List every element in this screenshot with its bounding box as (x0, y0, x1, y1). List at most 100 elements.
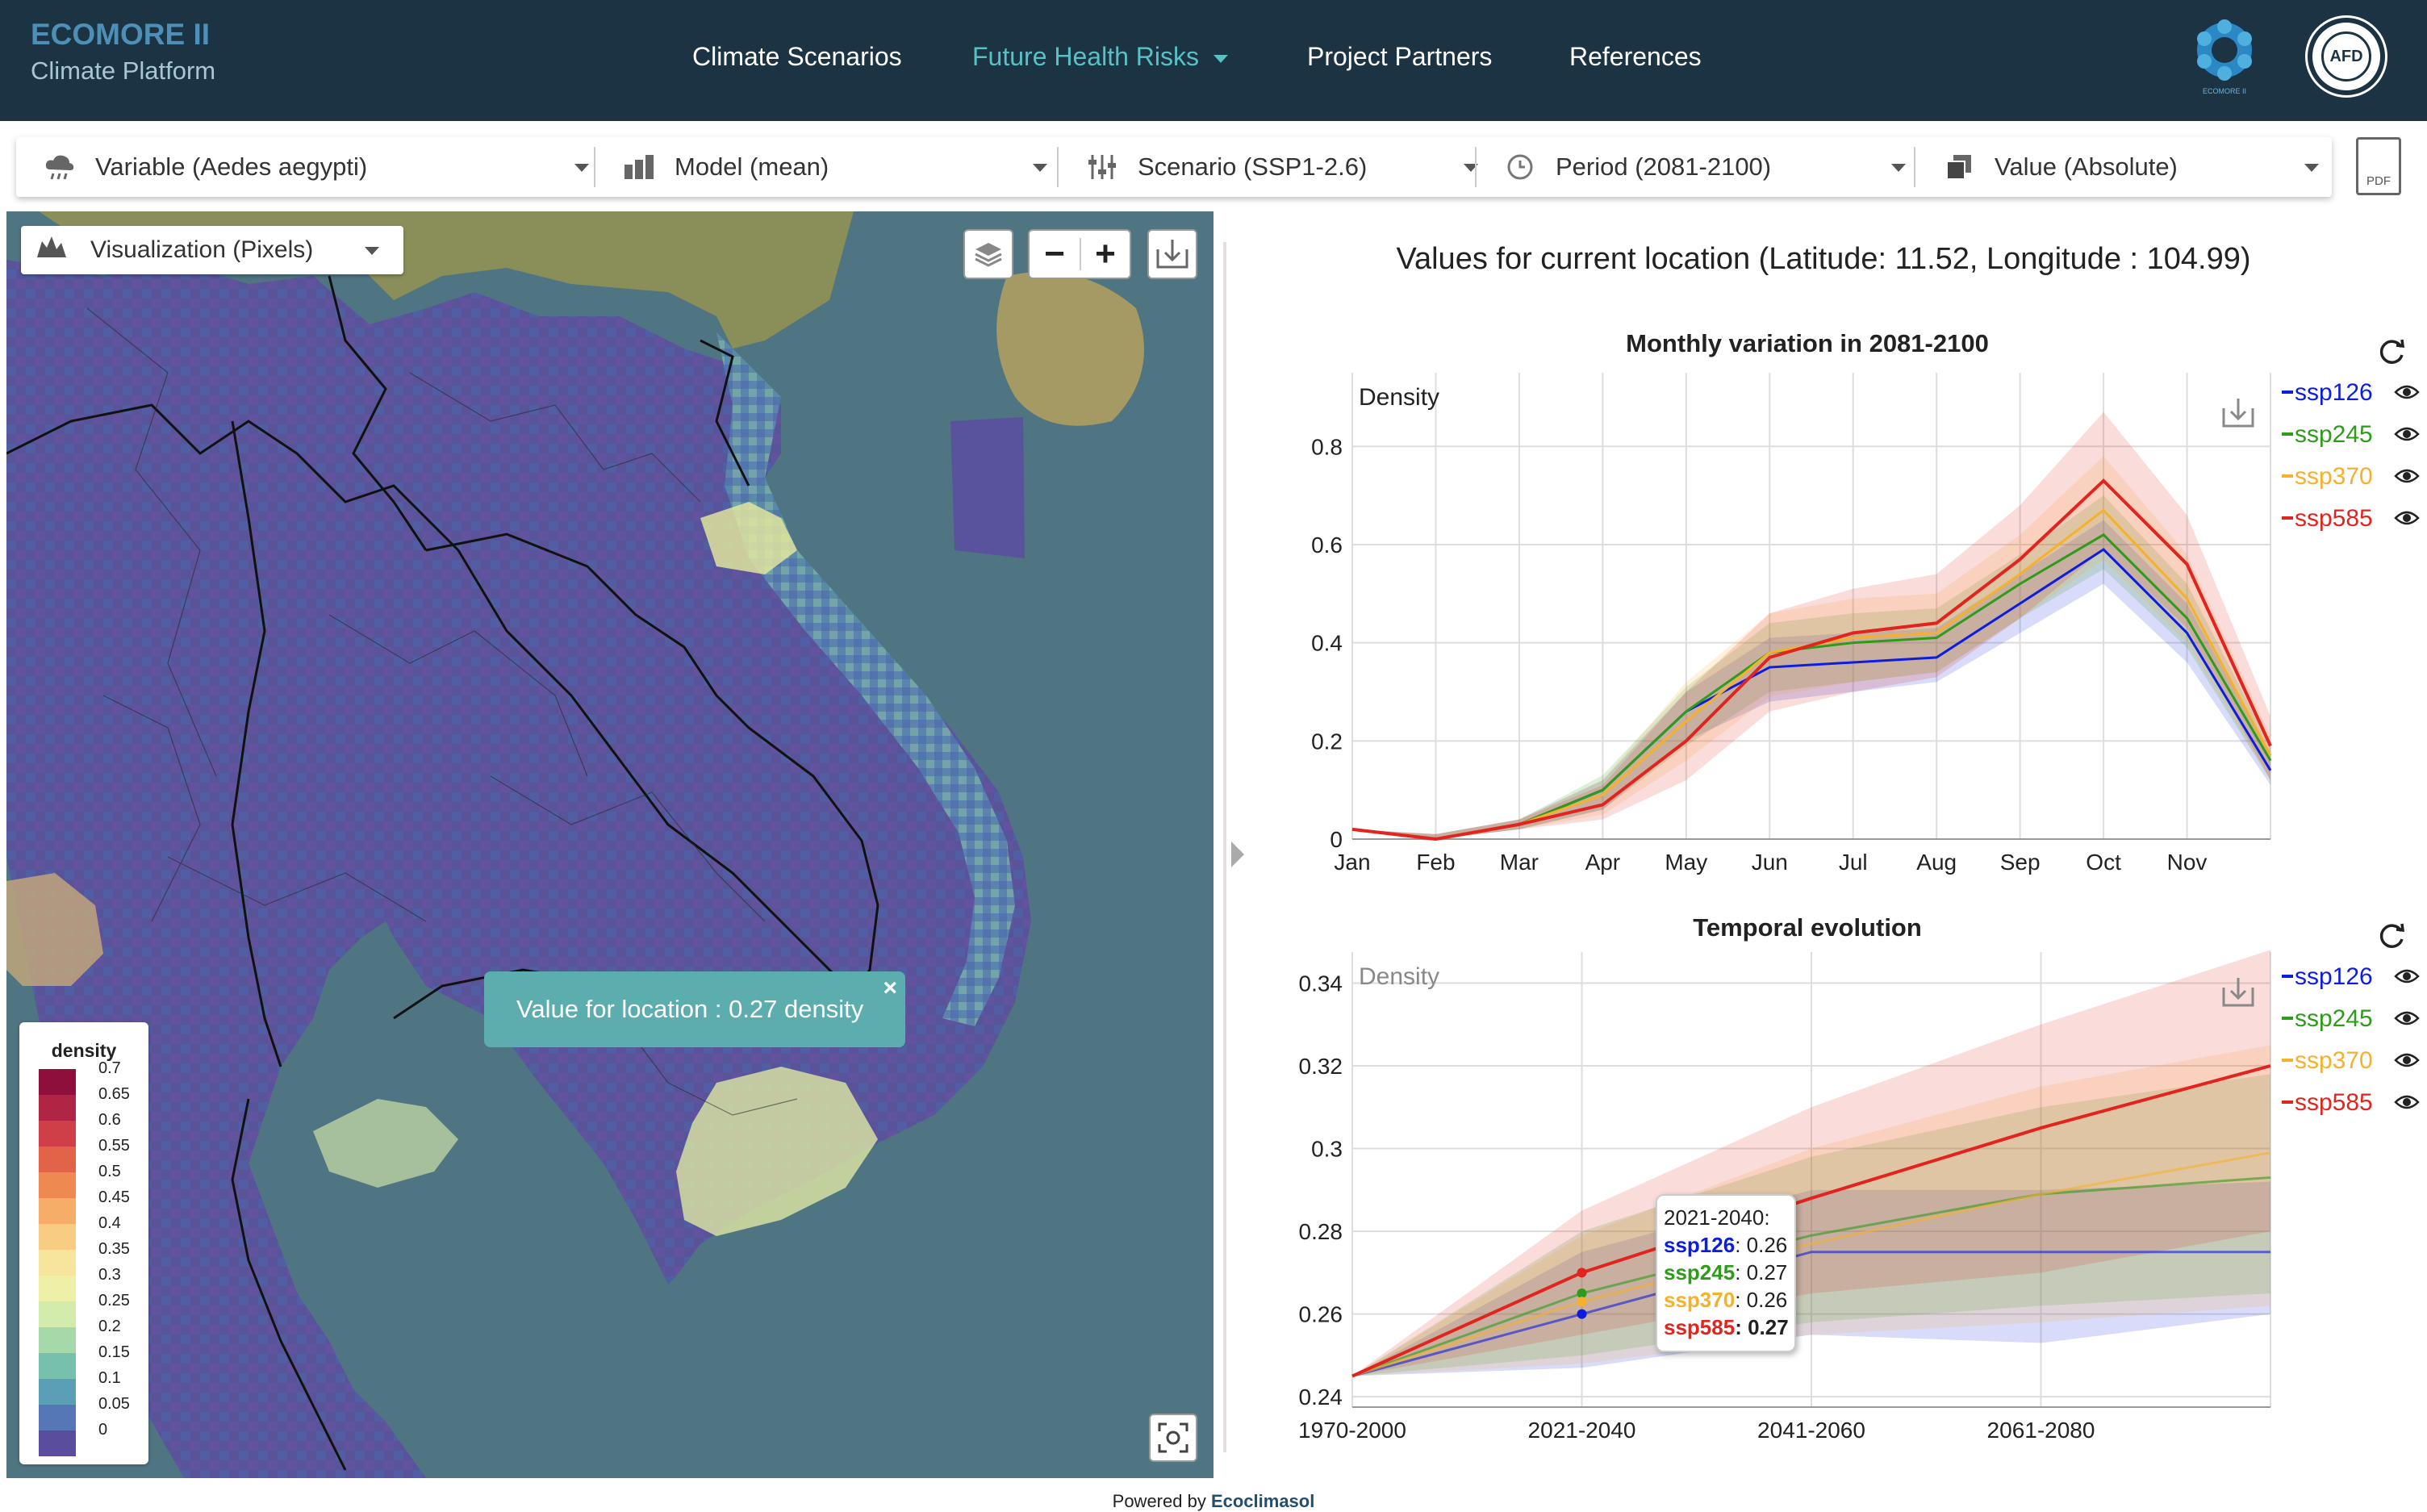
footer: Powered by Ecoclimasol (0, 1485, 2427, 1512)
legend-swatch (39, 1250, 76, 1276)
ecomore-logo[interactable]: ECOMORE II (2188, 16, 2261, 97)
y-tick-label: 0.6 (1311, 533, 1343, 558)
eye-icon[interactable] (2394, 1011, 2420, 1025)
tooltip-row: ssp585: 0.27 (1664, 1314, 1794, 1341)
uncertainty-band-ssp126 (1352, 520, 2270, 839)
map-canvas[interactable] (6, 211, 1214, 1478)
model-select[interactable]: Model (mean) (623, 137, 1059, 197)
period-select[interactable]: Period (2081-2100) (1504, 137, 1917, 197)
chevron-down-icon (2304, 164, 2319, 172)
variable-select[interactable]: Variable (Aedes aegypti) (44, 137, 600, 197)
hover-point-ssp585[interactable] (1577, 1268, 1587, 1278)
zoom-in-button[interactable]: + (1095, 234, 1116, 274)
series-line-ssp245[interactable] (1351, 1176, 2271, 1377)
eye-icon[interactable] (2394, 511, 2420, 525)
eye-icon[interactable] (2394, 1095, 2420, 1109)
series-line-ssp585[interactable] (1351, 1064, 2271, 1378)
value-select-value: Value (Absolute) (1995, 152, 2178, 181)
x-tick-label: 2021-2040 (1528, 1418, 1636, 1443)
fullscreen-button[interactable] (1149, 1414, 1197, 1462)
download-icon[interactable] (2222, 978, 2254, 1007)
legend-item-ssp126[interactable]: ssp126 (2282, 963, 2420, 990)
refresh-icon[interactable] (2375, 920, 2408, 952)
layers-button[interactable] (963, 229, 1013, 279)
series-line-ssp126[interactable] (1351, 1251, 2270, 1377)
eye-icon[interactable] (2394, 427, 2420, 441)
legend-item-ssp585[interactable]: ssp585 (2282, 1089, 2420, 1116)
panel-divider[interactable] (1223, 242, 1226, 1452)
x-tick-label: Aug (1916, 850, 1957, 875)
x-tick-label: Jul (1839, 850, 1868, 875)
top-navbar: ECOMORE II Climate Platform Climate Scen… (0, 0, 2427, 121)
location-popup: Value for location : 0.27 density × (484, 971, 905, 1047)
hover-point-ssp245[interactable] (1577, 1289, 1587, 1298)
legend-item-ssp245[interactable]: ssp245 (2282, 1005, 2420, 1032)
location-popup-text: Value for location : 0.27 density (516, 995, 864, 1023)
series-line-ssp370[interactable] (1351, 1151, 2271, 1377)
afd-logo[interactable]: AFD (2308, 18, 2385, 95)
monthly-chart[interactable]: 0 0.2 0.4 0.6 0.8 Jan Feb Mar Apr May Jun Jul Aug Sep… (1275, 355, 2427, 888)
series-line-ssp585[interactable] (1351, 478, 2272, 842)
legend-label: 0.15 (98, 1343, 130, 1361)
y-tick-label: 0.2 (1311, 729, 1343, 754)
eye-icon[interactable] (2394, 1053, 2420, 1067)
x-tick-label: Mar (1500, 850, 1539, 875)
svg-text:ECOMORE II: ECOMORE II (2203, 87, 2246, 95)
chevron-down-icon (1213, 54, 1228, 63)
legend-item-ssp370[interactable]: ssp370 (2282, 1047, 2420, 1074)
legend-label: 0.25 (98, 1292, 130, 1309)
legend-swatch (39, 1431, 76, 1456)
chevron-down-icon (1891, 164, 1906, 172)
legend-item-ssp370[interactable]: ssp370 (2282, 463, 2420, 490)
eye-icon[interactable] (2394, 385, 2420, 399)
pdf-export-button[interactable]: PDF (2356, 137, 2401, 195)
hover-point-ssp126[interactable] (1577, 1309, 1587, 1319)
y-tick-label: 0.4 (1311, 631, 1343, 656)
legend-swatch (39, 1301, 76, 1327)
legend-item-ssp245[interactable]: ssp245 (2282, 421, 2420, 448)
eye-icon[interactable] (2394, 969, 2420, 984)
download-icon[interactable] (2222, 399, 2254, 428)
nav-future-health-risks[interactable]: Future Health Risks (972, 42, 1228, 72)
zoom-out-button[interactable]: − (1044, 234, 1065, 274)
map-download-button[interactable] (1147, 229, 1197, 279)
temporal-chart[interactable]: 0.24 0.26 0.28 0.3 0.32 0.34 1970-2000 2021-204… (1275, 936, 2427, 1460)
legend-label: 0.5 (98, 1163, 121, 1180)
legend-label: ssp126 (2295, 379, 2373, 406)
refresh-icon[interactable] (2375, 336, 2408, 368)
legend-swatch (39, 1224, 76, 1250)
legend-label: 0.6 (98, 1111, 121, 1129)
visualization-select[interactable]: Visualization (Pixels) (21, 226, 403, 274)
legend-label: ssp585 (2295, 1089, 2373, 1116)
tooltip-series-name: ssp126 (1664, 1233, 1736, 1257)
y-tick-label: 0.24 (1299, 1385, 1343, 1410)
hover-point-ssp370[interactable] (1577, 1297, 1587, 1307)
x-tick-label: Feb (1416, 850, 1455, 875)
nav-climate-scenarios[interactable]: Climate Scenarios (692, 42, 902, 71)
footer-brand-link[interactable]: Ecoclimasol (1210, 1491, 1315, 1511)
collapse-arrow-icon[interactable] (1231, 842, 1244, 867)
nav-project-partners[interactable]: Project Partners (1307, 42, 1493, 71)
map-view[interactable]: Visualization (Pixels) − + density 0.7 0.… (6, 211, 1214, 1478)
legend-item-ssp585[interactable]: ssp585 (2282, 505, 2420, 532)
pdf-icon-label: PDF (2366, 174, 2391, 188)
legend-swatch (39, 1147, 76, 1172)
layers-copy-icon (1943, 151, 1975, 183)
brand[interactable]: ECOMORE II Climate Platform (31, 18, 215, 86)
scenario-select[interactable]: Scenario (SSP1-2.6) (1086, 137, 1489, 197)
y-tick-label: 0.3 (1311, 1137, 1343, 1162)
legend-swatch (39, 1405, 76, 1431)
legend-label: 0.7 (98, 1059, 121, 1077)
value-select[interactable]: Value (Absolute) (1943, 137, 2330, 197)
chevron-down-icon (1033, 164, 1047, 172)
chevron-down-icon (1464, 164, 1478, 172)
x-tick-label: 1970-2000 (1298, 1418, 1406, 1443)
tooltip-series-value: : 0.26 (1735, 1233, 1788, 1257)
eye-icon[interactable] (2394, 469, 2420, 483)
nav-references[interactable]: References (1569, 42, 1702, 71)
x-tick-label: Oct (2086, 850, 2121, 875)
legend-item-ssp126[interactable]: ssp126 (2282, 379, 2420, 406)
x-tick-label: 2041-2060 (1757, 1418, 1865, 1443)
popup-close-button[interactable]: × (883, 975, 897, 1001)
